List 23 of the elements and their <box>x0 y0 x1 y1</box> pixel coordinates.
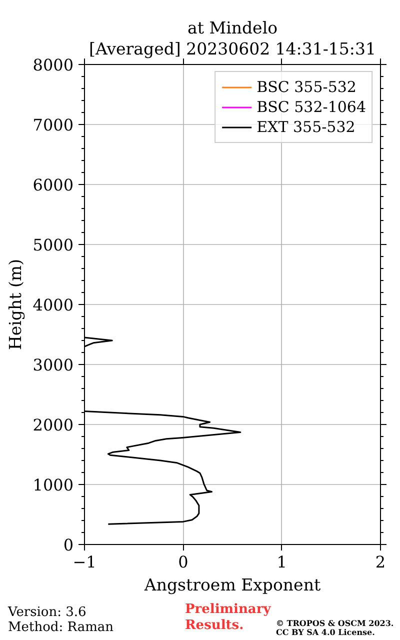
y-tick-label: 1000 <box>32 476 74 494</box>
legend-label: EXT 355-532 <box>256 118 356 136</box>
legend-label: BSC 532-1064 <box>256 98 366 116</box>
y-tick-label: 4000 <box>32 296 74 314</box>
text: © TROPOS & OSCM 2023. CC BY SA 4.0 License. <box>276 618 394 637</box>
text: Version: 3.6 Method: Raman <box>8 605 114 635</box>
x-tick-label: 2 <box>375 552 386 572</box>
chart-title: at Mindelo <box>187 18 278 38</box>
y-tick-label: 5000 <box>32 236 74 254</box>
x-axis-title: Angstroem Exponent <box>143 576 321 594</box>
y-tick-label: 3000 <box>32 356 74 374</box>
chart-subtitle: [Averaged] 20230602 14:31-15:31 <box>89 40 376 58</box>
y-tick-label: 2000 <box>32 416 74 434</box>
x-tick-label: 0 <box>178 552 188 572</box>
x-tick-label: 1 <box>276 552 287 572</box>
text: Preliminary Results. <box>185 602 271 634</box>
y-tick-label: 6000 <box>32 176 74 194</box>
y-tick-label: 0 <box>63 536 74 554</box>
legend-label: BSC 355-532 <box>256 78 356 96</box>
y-axis-title: Height (m) <box>6 258 25 350</box>
x-tick-label: −1 <box>72 552 96 572</box>
y-tick-label: 7000 <box>32 116 74 134</box>
y-tick-label: 8000 <box>32 56 74 74</box>
